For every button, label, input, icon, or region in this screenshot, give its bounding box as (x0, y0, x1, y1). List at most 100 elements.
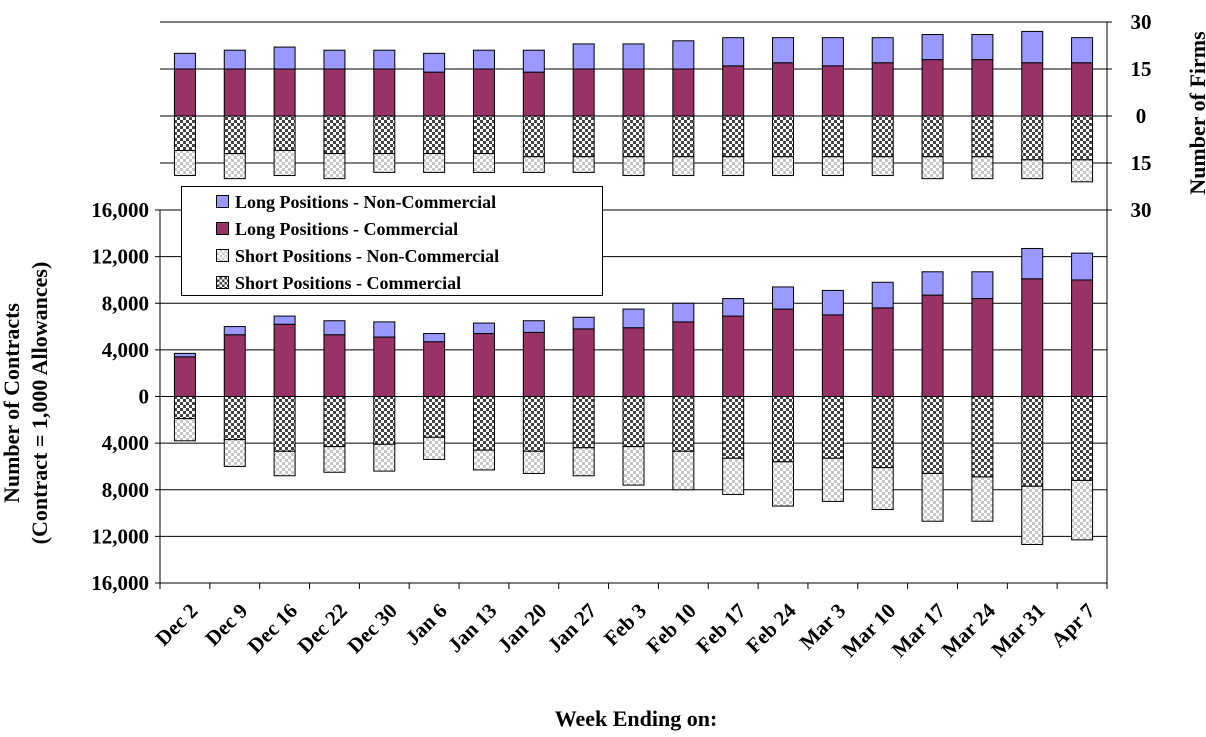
firms-bar-long-non-commercial (1071, 37, 1094, 64)
firms-bar-short-commercial (522, 115, 545, 158)
firms-bar-long-commercial (472, 68, 495, 117)
contracts-bar-short-commercial (373, 396, 396, 445)
firms-bar-long-non-commercial (572, 43, 595, 70)
x-tick-label: Jan 13 (443, 599, 502, 658)
firms-bar-long-commercial (323, 68, 346, 117)
x-tick-label: Feb 10 (641, 599, 700, 658)
contracts-bar-long-commercial (173, 356, 196, 397)
contracts-bar-short-non-commercial (373, 443, 396, 472)
firms-bar-long-non-commercial (273, 46, 296, 70)
firms-bar-short-non-commercial (622, 156, 645, 177)
y-tick-label-left: 0 (139, 385, 150, 409)
firms-bar-long-commercial (722, 65, 745, 117)
contracts-bar-long-non-commercial (971, 271, 994, 300)
contracts-bar-short-commercial (772, 396, 795, 463)
contracts-bar-long-commercial (871, 307, 894, 398)
legend: Long Positions - Non-Commercial Long Pos… (181, 186, 603, 296)
y-tick-label-right: 30 (1131, 198, 1152, 222)
contracts-bar-short-non-commercial (323, 446, 346, 473)
legend-label: Long Positions - Commercial (235, 219, 459, 239)
contracts-bar-long-commercial (971, 298, 994, 397)
legend-swatch-short-commercial (216, 276, 229, 289)
firms-bar-long-non-commercial (772, 37, 795, 64)
contracts-bar-short-non-commercial (921, 472, 944, 522)
y-axis-title-line1: Number of Contracts (0, 303, 24, 504)
contracts-bar-short-commercial (223, 396, 246, 441)
y-tick-label-left: 12,000 (91, 245, 149, 269)
firms-bar-short-non-commercial (921, 156, 944, 180)
contracts-bar-long-non-commercial (1021, 247, 1044, 280)
y-tick-label-right: 15 (1131, 57, 1152, 81)
x-tick-label: Apr 7 (1046, 599, 1099, 652)
firms-bar-long-commercial (173, 68, 196, 117)
firms-bar-short-commercial (273, 115, 296, 151)
firms-bar-short-non-commercial (1071, 159, 1094, 183)
contracts-bar-short-commercial (722, 396, 745, 459)
x-tick-label: Jan 27 (543, 599, 602, 658)
contracts-bar-long-non-commercial (622, 308, 645, 329)
contracts-bar-long-non-commercial (572, 316, 595, 330)
contracts-bar-long-non-commercial (522, 320, 545, 333)
contracts-bar-long-commercial (821, 314, 844, 397)
contracts-bar-short-commercial (821, 396, 844, 459)
axes (155, 21, 1112, 589)
x-tick-label: Mar 31 (986, 599, 1049, 662)
firms-bar-short-commercial (572, 115, 595, 158)
firms-bar-long-non-commercial (522, 49, 545, 73)
contracts-bar-long-non-commercial (871, 281, 894, 309)
firms-bar-long-non-commercial (871, 37, 894, 64)
contracts-bar-short-commercial (273, 396, 296, 452)
legend-label: Short Positions - Non-Commercial (235, 246, 500, 266)
firms-bar-short-commercial (173, 115, 196, 151)
firms-bar-long-non-commercial (373, 49, 396, 70)
y-tick-label-left: 16,000 (91, 198, 149, 222)
firms-bar-long-commercial (223, 68, 246, 117)
contracts-bar-short-commercial (672, 396, 695, 452)
x-tick-label: Feb 24 (741, 598, 801, 658)
firms-bar-long-commercial (1021, 62, 1044, 117)
firms-bar-long-commercial (273, 68, 296, 117)
contracts-bar-short-non-commercial (971, 476, 994, 522)
x-tick-label: Jan 20 (493, 599, 552, 658)
contracts-bar-short-non-commercial (522, 450, 545, 474)
firms-bar-long-non-commercial (722, 37, 745, 67)
contracts-bar-short-commercial (921, 396, 944, 474)
y-tick-label-left: 8,000 (102, 478, 149, 502)
contracts-bar-long-commercial (1071, 279, 1094, 397)
y-tick-label-left: 16,000 (91, 571, 149, 595)
legend-label: Long Positions - Non-Commercial (235, 192, 497, 212)
contracts-bar-long-non-commercial (472, 322, 495, 335)
firms-bar-short-non-commercial (821, 156, 844, 177)
x-tick-label: Dec 30 (342, 599, 401, 658)
firms-bar-short-non-commercial (472, 153, 495, 173)
contracts-bar-long-non-commercial (323, 320, 346, 336)
firms-bar-short-commercial (223, 115, 246, 155)
firms-bar-short-non-commercial (323, 153, 346, 180)
firms-bar-short-non-commercial (423, 153, 446, 173)
contracts-bar-long-commercial (323, 334, 346, 397)
y-tick-label-right: 0 (1136, 104, 1147, 128)
contracts-bar-long-commercial (373, 336, 396, 398)
firms-bar-short-non-commercial (871, 156, 894, 177)
firms-bar-long-commercial (772, 62, 795, 117)
firms-bar-short-commercial (1021, 115, 1044, 161)
firms-bar-long-non-commercial (423, 52, 446, 73)
contracts-bar-long-commercial (722, 315, 745, 397)
contracts-bar-short-non-commercial (672, 450, 695, 491)
firms-bar-short-non-commercial (672, 156, 695, 177)
firms-bar-long-non-commercial (672, 40, 695, 70)
contracts-bar-long-commercial (772, 308, 795, 397)
firms-bar-short-commercial (821, 115, 844, 158)
firms-bar-long-non-commercial (1021, 30, 1044, 64)
x-tick-label: Mar 24 (937, 598, 1001, 662)
contracts-bar-long-commercial (223, 334, 246, 397)
x-tick-label: Feb 17 (691, 599, 750, 658)
x-tick-label: Mar 10 (837, 599, 900, 662)
contracts-bar-long-non-commercial (373, 321, 396, 338)
contracts-bar-short-non-commercial (722, 457, 745, 495)
firms-bar-short-commercial (423, 115, 446, 155)
contracts-bar-short-commercial (1021, 396, 1044, 487)
firms-bar-short-non-commercial (1021, 159, 1044, 180)
contracts-bar-short-non-commercial (622, 446, 645, 486)
